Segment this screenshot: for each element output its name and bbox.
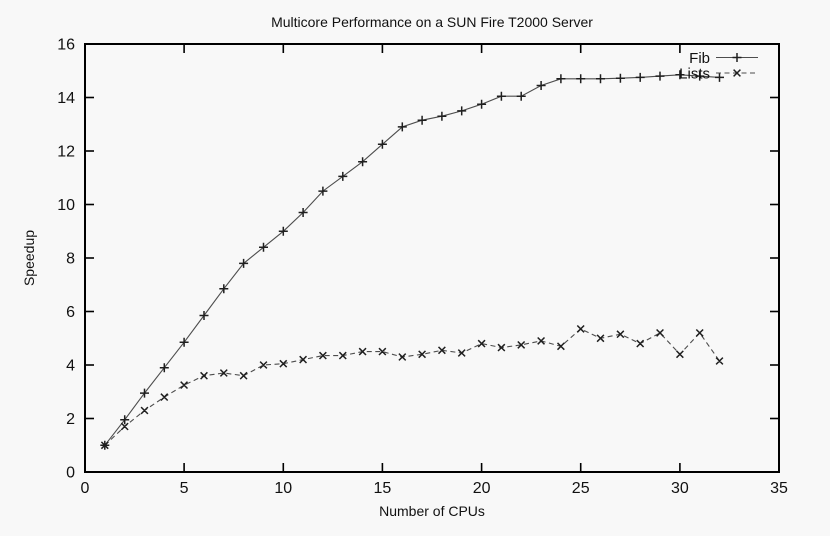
- y-tick-label: 8: [66, 251, 75, 268]
- series-group: [100, 70, 724, 450]
- lists-series-line: [104, 328, 720, 446]
- y-tick-label: 14: [57, 90, 75, 107]
- plot-border: [84, 43, 780, 473]
- y-tick-label: 16: [57, 37, 75, 54]
- legend-plus-marker-icon: [732, 53, 742, 62]
- x-tick-label: 25: [572, 480, 590, 497]
- x-axis-label: Number of CPUs: [379, 503, 485, 519]
- fib-series-line: [104, 74, 720, 446]
- lists-series-markers: [100, 324, 724, 450]
- fib-series-markers: [100, 70, 724, 450]
- x-tick-label: 35: [770, 480, 788, 497]
- legend-cross-marker-icon: [733, 69, 741, 77]
- x-tick-label: 15: [374, 480, 392, 497]
- y-tick-label: 10: [57, 197, 75, 214]
- y-axis-ticks: 0 2 4 6 8 10 12 14 16: [57, 37, 778, 482]
- y-tick-label: 2: [66, 411, 75, 428]
- y-tick-label: 0: [66, 465, 75, 482]
- x-tick-label: 30: [671, 480, 689, 497]
- y-tick-label: 6: [66, 304, 75, 321]
- y-tick-label: 4: [66, 358, 75, 375]
- x-axis-ticks: 0 5 10 15 20 25 30 35: [81, 45, 788, 497]
- chart-title: Multicore Performance on a SUN Fire T200…: [271, 14, 593, 30]
- legend-label-fib: Fib: [689, 50, 710, 67]
- x-tick-label: 0: [81, 480, 90, 497]
- legend-item-lists: Lists: [679, 66, 758, 83]
- x-tick-label: 10: [274, 480, 292, 497]
- legend-label-lists: Lists: [679, 66, 710, 83]
- legend: Fib Lists: [679, 50, 758, 83]
- y-axis-label: Speedup: [21, 230, 37, 286]
- legend-item-fib: Fib: [689, 50, 758, 67]
- x-tick-label: 5: [180, 480, 189, 497]
- y-tick-label: 12: [57, 144, 75, 161]
- x-tick-label: 20: [473, 480, 491, 497]
